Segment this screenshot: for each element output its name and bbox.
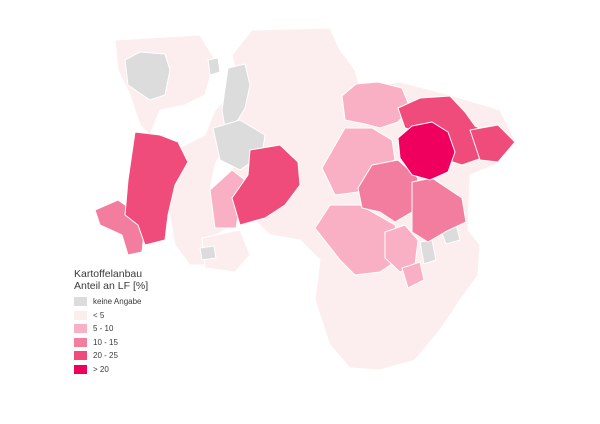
legend-item-10-15: 10 - 15 [74, 336, 148, 350]
legend-label: 5 - 10 [93, 324, 114, 334]
region-c5-a [397, 121, 456, 181]
region-nodata-1 [124, 51, 171, 101]
region-c2-f [401, 261, 425, 289]
legend-item-20-25: 20 - 25 [74, 349, 148, 363]
legend-swatch [74, 351, 87, 361]
region-c4-b [231, 144, 301, 226]
map-legend: Kartoffelanbau Anteil an LF [%] keine An… [74, 268, 148, 376]
legend-title-line2: Anteil an LF [%] [74, 280, 149, 292]
regions-no-data [124, 51, 461, 265]
legend-label: 20 - 25 [93, 351, 118, 361]
legend-swatch [74, 297, 87, 307]
region-south-small [201, 229, 251, 273]
regions-gt20 [397, 121, 456, 181]
region-c4-d [469, 124, 516, 163]
region-nodata-4 [207, 57, 221, 76]
regions-5-10 [209, 81, 425, 289]
region-c4-a [124, 131, 189, 246]
legend-swatch [74, 324, 87, 334]
legend-swatch [74, 364, 87, 374]
legend-swatch [74, 337, 87, 347]
legend-label: keine Angabe [93, 297, 142, 307]
legend-label: > 20 [93, 364, 109, 374]
region-nodata-5 [199, 245, 217, 261]
legend-item-no-data: keine Angabe [74, 295, 148, 309]
region-nodata-2 [221, 63, 251, 129]
legend-item-lt5: < 5 [74, 309, 148, 323]
legend-list: keine Angabe < 5 5 - 10 10 - 15 20 - 25 … [74, 295, 148, 376]
legend-item-5-10: 5 - 10 [74, 322, 148, 336]
legend-item-gt20: > 20 [74, 363, 148, 377]
legend-title-line1: Kartoffelanbau [74, 268, 143, 280]
legend-swatch [74, 310, 87, 320]
legend-label: < 5 [93, 310, 105, 320]
region-c2-b [321, 127, 396, 196]
region-c3-b [411, 177, 467, 243]
legend-label: 10 - 15 [93, 337, 118, 347]
